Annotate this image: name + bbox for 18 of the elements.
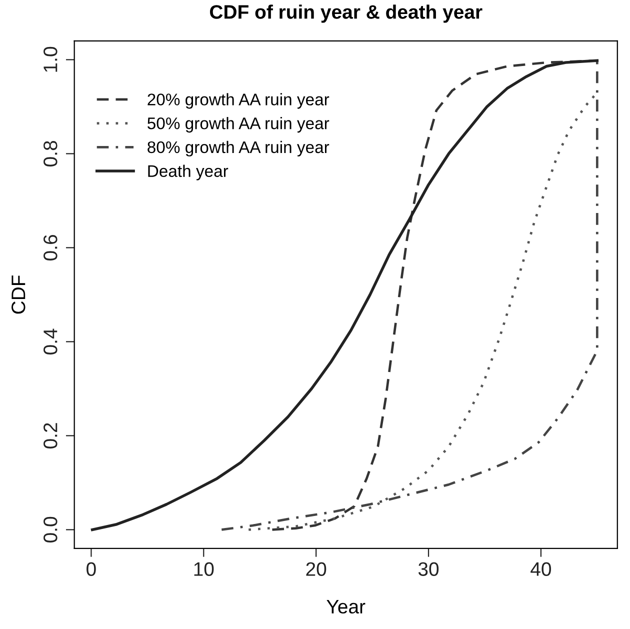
x-tick-label: 10 bbox=[194, 562, 214, 576]
legend-label: 80% growth AA ruin year bbox=[148, 140, 330, 156]
y-tick-label: 0.0 bbox=[44, 516, 58, 542]
y-tick-label: 0.8 bbox=[44, 141, 58, 166]
legend-label: 50% growth AA ruin year bbox=[148, 117, 330, 133]
x-axis-title: Year bbox=[326, 600, 366, 614]
y-tick-label: 0.4 bbox=[44, 328, 58, 354]
x-tick-label: 20 bbox=[306, 562, 326, 576]
y-tick-label: 0.2 bbox=[44, 423, 58, 448]
legend-label: 20% growth AA ruin year bbox=[148, 93, 330, 109]
legend-label: Death year bbox=[148, 164, 228, 180]
x-tick-label: 30 bbox=[418, 562, 439, 576]
y-tick-label: 1.0 bbox=[44, 46, 58, 72]
y-tick-label: 0.6 bbox=[44, 235, 58, 260]
x-tick-label: 40 bbox=[530, 562, 551, 576]
chart-title: CDF of ruin year & death year bbox=[210, 4, 482, 23]
y-axis-title: CDF bbox=[12, 275, 26, 314]
x-tick-label: 0 bbox=[86, 562, 96, 576]
